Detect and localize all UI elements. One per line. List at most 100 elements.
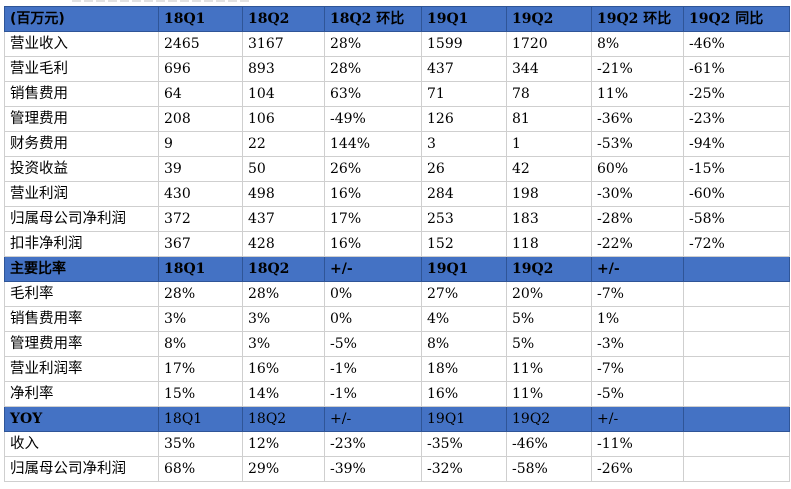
header-cell xyxy=(683,256,790,282)
value-cell xyxy=(683,306,790,332)
value-cell: 5% xyxy=(506,306,592,332)
value-cell: -15% xyxy=(683,156,790,182)
value-cell: -32% xyxy=(421,456,507,482)
table-row: 管理费用 208 106 -49% 126 81 -36% -23% xyxy=(4,106,790,132)
value-cell: 64 xyxy=(158,81,243,107)
value-cell: -5% xyxy=(324,331,422,357)
row-label-cell: 投资收益 xyxy=(4,156,159,182)
value-cell xyxy=(683,431,790,457)
value-cell: -7% xyxy=(591,356,684,382)
table-row: 销售费用 64 104 63% 71 78 11% -25% xyxy=(4,81,790,107)
header-cell: 19Q2 环比 xyxy=(591,6,684,32)
value-cell: 437 xyxy=(242,206,325,232)
value-cell: 26% xyxy=(324,156,422,182)
value-cell: 27% xyxy=(421,281,507,307)
value-cell: 0% xyxy=(324,281,422,307)
value-cell: -46% xyxy=(506,431,592,457)
row-label-cell: 归属母公司净利润 xyxy=(4,206,159,232)
header-row: (百万元) 18Q1 18Q2 18Q2 环比 19Q1 19Q2 19Q2 环比 19Q2 … xyxy=(4,6,790,32)
value-cell: 106 xyxy=(242,106,325,132)
value-cell: -61% xyxy=(683,56,790,82)
value-cell: 22 xyxy=(242,131,325,157)
value-cell: -1% xyxy=(324,356,422,382)
value-cell: 1% xyxy=(591,306,684,332)
value-cell: -21% xyxy=(591,56,684,82)
value-cell: 3167 xyxy=(242,31,325,57)
value-cell: 430 xyxy=(158,181,243,207)
value-cell: -11% xyxy=(591,431,684,457)
value-cell: -23% xyxy=(324,431,422,457)
header-cell xyxy=(683,406,790,432)
value-cell: 11% xyxy=(591,81,684,107)
value-cell: 78 xyxy=(506,81,592,107)
value-cell: 1 xyxy=(506,131,592,157)
value-cell: -1% xyxy=(324,381,422,407)
cropped-title-fragment xyxy=(72,0,252,2)
value-cell: -35% xyxy=(421,431,507,457)
value-cell: 3% xyxy=(242,306,325,332)
header-cell: 19Q2 xyxy=(506,406,592,432)
value-cell: 11% xyxy=(506,381,592,407)
value-cell: 16% xyxy=(242,356,325,382)
value-cell: 8% xyxy=(591,31,684,57)
header-cell: 19Q1 xyxy=(421,6,507,32)
value-cell: 1599 xyxy=(421,31,507,57)
value-cell: 35% xyxy=(158,431,243,457)
value-cell: -58% xyxy=(506,456,592,482)
value-cell: 8% xyxy=(158,331,243,357)
value-cell: 50 xyxy=(242,156,325,182)
value-cell xyxy=(683,381,790,407)
row-label-cell: 扣非净利润 xyxy=(4,231,159,257)
value-cell: 8% xyxy=(421,331,507,357)
value-cell: 28% xyxy=(158,281,243,307)
header-cell: +/- xyxy=(324,406,422,432)
value-cell: 39 xyxy=(158,156,243,182)
header-row: YOY 18Q1 18Q2 +/- 19Q1 19Q2 +/- xyxy=(4,406,790,432)
value-cell: -49% xyxy=(324,106,422,132)
value-cell: 893 xyxy=(242,56,325,82)
value-cell: 15% xyxy=(158,381,243,407)
value-cell: 152 xyxy=(421,231,507,257)
value-cell: 26 xyxy=(421,156,507,182)
value-cell xyxy=(683,456,790,482)
value-cell: 0% xyxy=(324,306,422,332)
header-cell: +/- xyxy=(324,256,422,282)
table-row: 归属母公司净利润 68% 29% -39% -32% -58% -26% xyxy=(4,456,790,482)
value-cell: -58% xyxy=(683,206,790,232)
value-cell: 16% xyxy=(324,231,422,257)
value-cell: -60% xyxy=(683,181,790,207)
value-cell: 11% xyxy=(506,356,592,382)
header-cell: +/- xyxy=(591,256,684,282)
value-cell: 16% xyxy=(324,181,422,207)
value-cell: 3 xyxy=(421,131,507,157)
row-label-cell: 管理费用率 xyxy=(4,331,159,357)
row-label-cell: 营业利润率 xyxy=(4,356,159,382)
header-cell: YOY xyxy=(4,406,159,432)
value-cell xyxy=(683,281,790,307)
row-label-cell: 销售费用 xyxy=(4,81,159,107)
value-cell: -30% xyxy=(591,181,684,207)
value-cell: 28% xyxy=(324,31,422,57)
table-row: 营业收入 2465 3167 28% 1599 1720 8% -46% xyxy=(4,31,790,57)
value-cell: 696 xyxy=(158,56,243,82)
value-cell: 29% xyxy=(242,456,325,482)
value-cell: 4% xyxy=(421,306,507,332)
table-row: 投资收益 39 50 26% 26 42 60% -15% xyxy=(4,156,790,182)
header-cell: 19Q2 xyxy=(506,6,592,32)
row-label-cell: 毛利率 xyxy=(4,281,159,307)
row-label-cell: 财务费用 xyxy=(4,131,159,157)
value-cell: 208 xyxy=(158,106,243,132)
value-cell: 118 xyxy=(506,231,592,257)
value-cell: 42 xyxy=(506,156,592,182)
header-cell: 19Q1 xyxy=(421,256,507,282)
value-cell: 372 xyxy=(158,206,243,232)
value-cell: -28% xyxy=(591,206,684,232)
value-cell: 9 xyxy=(158,131,243,157)
value-cell: 3% xyxy=(158,306,243,332)
value-cell: 17% xyxy=(324,206,422,232)
value-cell: 12% xyxy=(242,431,325,457)
table-row: 归属母公司净利润 372 437 17% 253 183 -28% -58% xyxy=(4,206,790,232)
value-cell: -36% xyxy=(591,106,684,132)
value-cell: 253 xyxy=(421,206,507,232)
value-cell: 367 xyxy=(158,231,243,257)
